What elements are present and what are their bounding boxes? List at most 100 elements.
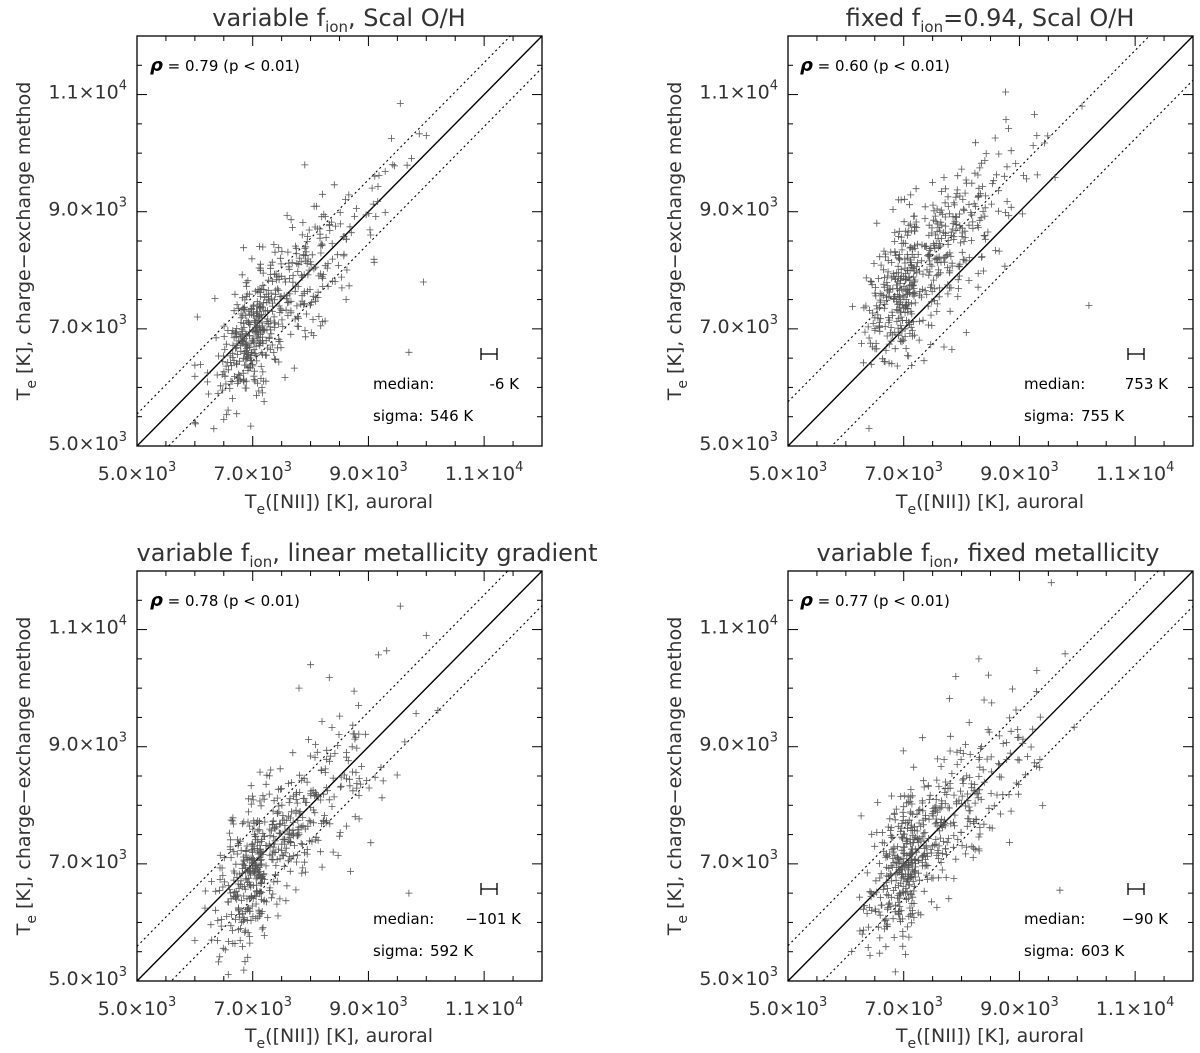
data-point [878, 291, 886, 299]
data-point [880, 839, 888, 847]
data-point [910, 882, 918, 890]
data-point [257, 293, 264, 301]
data-point [264, 276, 272, 284]
data-point [926, 283, 934, 291]
data-point [216, 953, 224, 961]
data-point [929, 804, 937, 812]
data-point [290, 829, 298, 837]
y-tick-label: 1.1×104 [699, 614, 778, 639]
data-point [893, 362, 901, 370]
data-point [958, 232, 966, 240]
data-point [304, 287, 311, 295]
data-point [370, 255, 378, 263]
data-point [884, 272, 892, 280]
data-point [262, 842, 270, 850]
x-tick-label: 1.1×104 [445, 460, 524, 485]
data-point [880, 304, 888, 312]
x-axis-label: Te([NII]) [K], auroral [895, 491, 1084, 518]
data-point [1007, 203, 1015, 211]
data-point [275, 335, 283, 343]
data-point [260, 932, 268, 939]
data-point [891, 883, 899, 891]
data-point [974, 192, 982, 200]
band-lines [137, 36, 542, 446]
data-point [1002, 116, 1010, 124]
data-point [215, 958, 223, 966]
data-point [908, 845, 916, 853]
data-point [256, 817, 263, 825]
data-point [245, 307, 253, 315]
data-point [290, 852, 298, 860]
data-point [873, 219, 881, 227]
data-point [958, 800, 965, 808]
data-point [889, 270, 897, 278]
data-point [1033, 667, 1041, 675]
data-point [230, 892, 237, 900]
data-point [290, 842, 298, 849]
data-point [327, 752, 335, 760]
data-point [241, 296, 249, 304]
data-point [881, 300, 889, 308]
y-axis-label: Te [K], charge−exchange method [664, 617, 691, 937]
data-point [964, 790, 971, 798]
data-point [240, 335, 248, 343]
data-point [239, 860, 247, 868]
data-point [902, 286, 910, 294]
data-point [909, 273, 917, 281]
data-point [930, 276, 937, 284]
y-tick-label: 5.0×103 [699, 430, 778, 455]
data-point [894, 843, 901, 851]
data-point [924, 302, 932, 310]
data-point [232, 344, 240, 352]
data-point [229, 349, 237, 357]
data-point [1012, 706, 1020, 714]
data-point [936, 834, 944, 842]
data-point [901, 195, 908, 203]
data-point [872, 292, 880, 300]
data-point [935, 782, 943, 790]
data-point [908, 800, 916, 808]
data-point [257, 260, 264, 268]
data-point [1012, 160, 1020, 168]
data-point [941, 232, 949, 239]
data-point [976, 763, 984, 771]
data-point [210, 425, 218, 433]
data-point [957, 756, 965, 764]
data-point [942, 874, 950, 881]
data-point [317, 249, 325, 257]
data-point [928, 298, 936, 306]
data-point [956, 192, 964, 200]
data-point [241, 958, 249, 966]
data-point [338, 284, 346, 292]
data-point [899, 816, 907, 824]
data-point [234, 836, 241, 844]
data-point [230, 334, 238, 342]
data-point [240, 883, 248, 890]
data-point [254, 286, 262, 293]
data-point [230, 867, 238, 875]
data-point [245, 867, 253, 875]
data-point [267, 326, 274, 334]
data-point [911, 859, 919, 867]
data-point [899, 942, 907, 950]
data-point [219, 358, 227, 365]
data-point [285, 259, 293, 267]
data-point [297, 300, 305, 308]
data-point [323, 746, 331, 754]
data-point [952, 227, 960, 234]
panel-top-right: fixed fion=0.94, Scal O/H 5.0×103 7.0×103… [664, 4, 1194, 518]
data-point [381, 208, 389, 216]
data-point [965, 254, 973, 262]
data-point [1051, 173, 1059, 181]
data-point [229, 820, 237, 828]
data-point [847, 988, 854, 995]
data-point [978, 743, 986, 751]
rho-annotation: ρ = 0.60 (p < 0.01) [800, 55, 950, 76]
data-point [1036, 755, 1044, 763]
data-point [923, 849, 931, 857]
data-point [224, 898, 232, 906]
data-point [956, 260, 964, 268]
data-point [302, 310, 310, 318]
data-point [901, 276, 909, 284]
